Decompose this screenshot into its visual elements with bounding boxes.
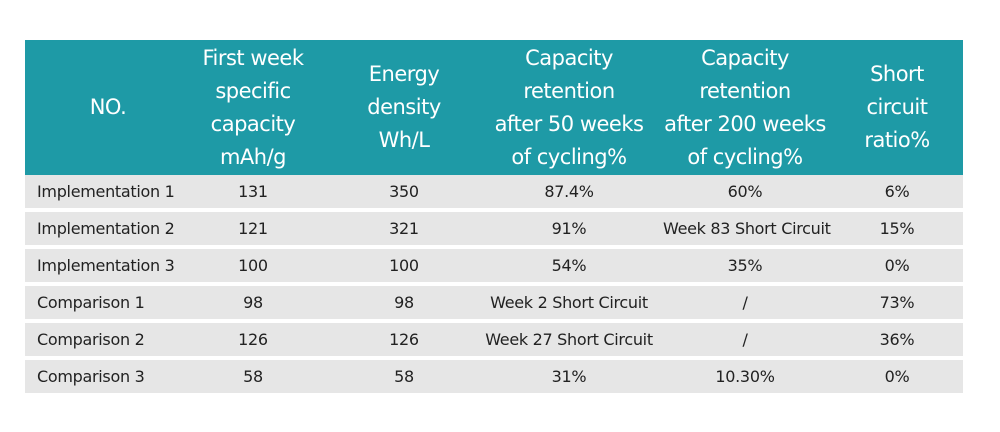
cell-first-week-capacity: 98 [177, 286, 329, 323]
header-short-circuit-ratio: Short circuit ratio% [831, 40, 963, 175]
table-header-row: NO. First week specific capacity mAh/g E… [25, 40, 963, 175]
header-no-line1: NO. [89, 95, 127, 119]
header-short-line2: circuit ratio% [864, 95, 930, 152]
cell-energy-density: 126 [329, 323, 479, 360]
table-row: Implementation 3 100 100 54% 35% 0% [25, 249, 963, 286]
header-energy-line1: Energy density [367, 62, 441, 119]
cell-short-circuit-ratio: 36% [831, 323, 963, 360]
cell-energy-density: 100 [329, 249, 479, 286]
header-ret200-line3: of cycling% [687, 144, 803, 169]
row-label: Implementation 2 [25, 212, 177, 249]
header-short-line1: Short [870, 62, 924, 86]
cell-retention-200: 10.30% [659, 360, 831, 393]
cell-retention-50: 87.4% [479, 175, 659, 212]
cell-first-week-capacity: 100 [177, 249, 329, 286]
header-retention-200: Capacity retention after 200 weeks of cy… [659, 40, 831, 175]
cell-first-week-capacity: 121 [177, 212, 329, 249]
header-ret200-line2: after 200 weeks [664, 111, 826, 136]
row-label: Comparison 2 [25, 323, 177, 360]
header-capacity-line3: mAh/g [219, 144, 287, 169]
table-row: Implementation 2 121 321 91% Week 83 Sho… [25, 212, 963, 249]
header-ret50-line2: after 50 weeks [494, 111, 644, 136]
cell-short-circuit-ratio: 6% [831, 175, 963, 212]
row-label: Comparison 1 [25, 286, 177, 323]
header-capacity-line1: First week [202, 45, 304, 70]
cell-energy-density: 321 [329, 212, 479, 249]
comparison-table: NO. First week specific capacity mAh/g E… [25, 40, 963, 393]
row-label: Implementation 1 [25, 175, 177, 212]
cell-first-week-capacity: 58 [177, 360, 329, 393]
cell-retention-50: Week 2 Short Circuit [479, 286, 659, 323]
cell-retention-50: 54% [479, 249, 659, 286]
header-ret50-line3: of cycling% [511, 144, 627, 169]
header-energy-line2: Wh/L [378, 128, 430, 152]
cell-retention-200: Week 83 Short Circuit [659, 212, 831, 249]
cell-energy-density: 98 [329, 286, 479, 323]
cell-retention-50: 91% [479, 212, 659, 249]
header-ret50-line1: Capacity retention [523, 45, 615, 103]
cell-energy-density: 350 [329, 175, 479, 212]
header-first-week-capacity: First week specific capacity mAh/g [177, 40, 329, 175]
table-row: Comparison 2 126 126 Week 27 Short Circu… [25, 323, 963, 360]
header-retention-50: Capacity retention after 50 weeks of cyc… [479, 40, 659, 175]
cell-retention-200: 60% [659, 175, 831, 212]
data-table-container: NO. First week specific capacity mAh/g E… [25, 40, 963, 393]
cell-first-week-capacity: 131 [177, 175, 329, 212]
cell-retention-200: / [659, 323, 831, 360]
cell-retention-200: / [659, 286, 831, 323]
row-label: Comparison 3 [25, 360, 177, 393]
header-no: NO. [25, 40, 177, 175]
cell-retention-50: 31% [479, 360, 659, 393]
table-row: Implementation 1 131 350 87.4% 60% 6% [25, 175, 963, 212]
cell-short-circuit-ratio: 73% [831, 286, 963, 323]
cell-short-circuit-ratio: 15% [831, 212, 963, 249]
table-row: Comparison 1 98 98 Week 2 Short Circuit … [25, 286, 963, 323]
header-energy-density: Energy density Wh/L [329, 40, 479, 175]
cell-retention-50: Week 27 Short Circuit [479, 323, 659, 360]
table-row: Comparison 3 58 58 31% 10.30% 0% [25, 360, 963, 393]
cell-short-circuit-ratio: 0% [831, 360, 963, 393]
header-capacity-line2: specific capacity [210, 78, 296, 136]
row-label: Implementation 3 [25, 249, 177, 286]
cell-first-week-capacity: 126 [177, 323, 329, 360]
cell-short-circuit-ratio: 0% [831, 249, 963, 286]
header-ret200-line1: Capacity retention [699, 45, 791, 103]
cell-energy-density: 58 [329, 360, 479, 393]
cell-retention-200: 35% [659, 249, 831, 286]
